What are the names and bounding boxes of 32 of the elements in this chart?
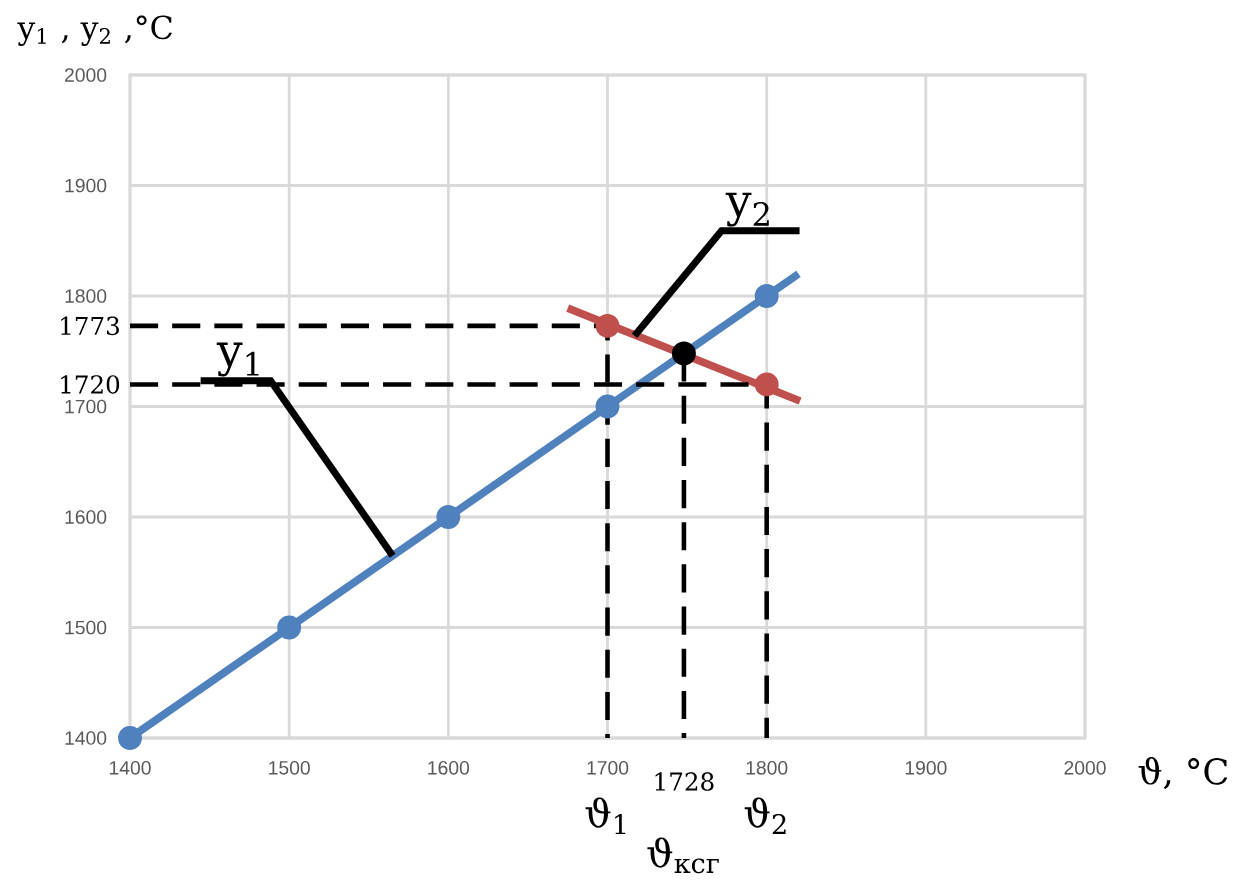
point bbox=[754, 284, 779, 308]
annotation: 1773 bbox=[61, 316, 119, 336]
x-tick-label: 1600 bbox=[428, 760, 470, 775]
point bbox=[595, 394, 620, 419]
annotation: ϑ$_{2}$ bbox=[744, 797, 786, 835]
annotation: 1720 bbox=[61, 375, 120, 394]
x-tick-label: 1400 bbox=[109, 760, 151, 775]
y-tick-label: 1400 bbox=[65, 731, 107, 745]
annotation: ϑ$_{ксг}$ bbox=[647, 837, 719, 874]
x-tick-label: 1700 bbox=[587, 760, 629, 775]
annotation: y$_{1}$ bbox=[216, 342, 259, 377]
annotation: 1728 bbox=[655, 772, 714, 791]
point bbox=[436, 505, 461, 529]
y-tick-label: 1900 bbox=[65, 178, 107, 193]
x-tick-label: 2000 bbox=[1064, 760, 1106, 775]
x-tick-label: 1800 bbox=[746, 760, 788, 775]
point bbox=[277, 615, 302, 640]
y-axis-title: y$_{1}$ , y$_{2}$ ,°C bbox=[17, 15, 172, 46]
annotation: y$_{2}$ bbox=[725, 192, 769, 227]
y-tick-label: 1600 bbox=[65, 510, 107, 524]
y-tick-label: 2000 bbox=[65, 68, 107, 82]
x-tick-label: 1500 bbox=[269, 760, 310, 775]
point bbox=[754, 372, 779, 397]
point bbox=[595, 313, 620, 338]
y-tick-label: 1500 bbox=[65, 620, 107, 635]
y-tick-label: 1700 bbox=[65, 399, 107, 414]
x-tick-label: 1900 bbox=[905, 760, 947, 775]
x-axis-title: ϑ, °C bbox=[1138, 757, 1228, 790]
annotation: ϑ$_{1}$ bbox=[585, 797, 626, 835]
point bbox=[671, 341, 696, 366]
point bbox=[118, 726, 142, 750]
y-tick-label: 1800 bbox=[65, 289, 107, 303]
